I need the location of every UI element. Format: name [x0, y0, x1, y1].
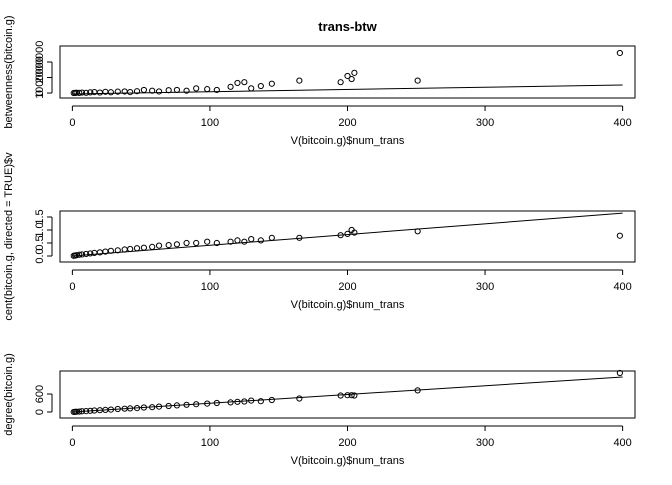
- point: [133, 88, 141, 95]
- point: [78, 251, 86, 258]
- x-tick-label: 400: [613, 281, 631, 293]
- point: [351, 69, 358, 76]
- y-tick-label: 1000000: [34, 56, 46, 99]
- y-tick-label: 2000000: [34, 41, 46, 84]
- x-tick-label: 0: [69, 281, 75, 293]
- point: [227, 83, 234, 90]
- point: [227, 238, 234, 245]
- x-tick-label: 300: [476, 437, 494, 449]
- x-tick-label: 100: [201, 281, 219, 293]
- point: [241, 238, 248, 245]
- x-tick-label: 0: [69, 437, 75, 449]
- point: [149, 87, 156, 94]
- y-tick-label: 600: [34, 385, 46, 403]
- y-axis-label: betweenness(bitcoin.g): [3, 15, 15, 128]
- x-tick-label: 200: [338, 281, 356, 293]
- plot-box: [59, 45, 636, 99]
- plot-box: [59, 370, 636, 419]
- x-tick-label: 300: [476, 117, 494, 129]
- point: [616, 49, 623, 57]
- point: [616, 369, 623, 377]
- x-tick-label: 100: [201, 117, 219, 129]
- point: [351, 392, 358, 399]
- point: [127, 89, 134, 96]
- point: [183, 87, 190, 94]
- point: [213, 86, 220, 94]
- x-axis-label: V(bitcoin.g)$num_trans: [291, 299, 405, 311]
- point: [337, 79, 344, 86]
- y-tick-label: 1.5: [34, 209, 46, 224]
- point: [183, 239, 190, 247]
- point: [76, 89, 83, 96]
- point: [76, 251, 83, 258]
- point: [296, 77, 303, 84]
- point: [213, 239, 220, 247]
- fit-line: [72, 212, 623, 257]
- point: [83, 89, 90, 96]
- point: [344, 392, 351, 399]
- plot-box: [59, 210, 636, 263]
- y-tick-label: 0.0: [34, 248, 46, 263]
- point: [87, 250, 94, 257]
- x-axis-label: V(bitcoin.g)$num_trans: [291, 135, 405, 147]
- y-tick-label: 0: [34, 409, 46, 415]
- point: [241, 79, 248, 86]
- point: [234, 79, 241, 87]
- point: [344, 72, 351, 80]
- point: [173, 241, 181, 248]
- point: [296, 395, 303, 402]
- point: [155, 242, 163, 249]
- point: [155, 88, 163, 95]
- point: [414, 77, 421, 84]
- y-axis-label: cent(bitcoin.g, directed = TRUE)$v: [3, 152, 15, 321]
- point: [204, 238, 211, 245]
- fit-line: [72, 84, 623, 95]
- y-tick-label: 0: [34, 90, 46, 96]
- point: [83, 250, 90, 258]
- point: [193, 85, 200, 92]
- x-tick-label: 400: [613, 117, 631, 129]
- point: [351, 229, 358, 236]
- point: [257, 82, 264, 90]
- point: [257, 398, 264, 405]
- x-tick-label: 0: [69, 117, 75, 129]
- point: [348, 392, 355, 399]
- point: [114, 88, 121, 95]
- chart-title: trans-btw: [318, 19, 377, 34]
- point: [107, 89, 114, 96]
- x-axis-label: V(bitcoin.g)$num_trans: [291, 455, 405, 467]
- point: [78, 89, 86, 96]
- point: [193, 239, 200, 247]
- point: [87, 89, 94, 96]
- point: [165, 241, 172, 249]
- x-tick-label: 100: [201, 437, 219, 449]
- x-tick-label: 400: [613, 437, 631, 449]
- fit-line: [72, 376, 623, 413]
- point: [257, 237, 264, 244]
- point: [348, 75, 355, 83]
- x-tick-label: 200: [338, 117, 356, 129]
- y-axis-label: degree(bitcoin.g): [3, 353, 15, 436]
- x-tick-label: 200: [338, 437, 356, 449]
- point: [268, 396, 275, 404]
- y-tick-label: 0.5: [34, 235, 46, 250]
- y-tick-label: 1.0: [34, 222, 46, 237]
- point: [616, 232, 623, 239]
- x-tick-label: 300: [476, 281, 494, 293]
- point: [268, 80, 275, 87]
